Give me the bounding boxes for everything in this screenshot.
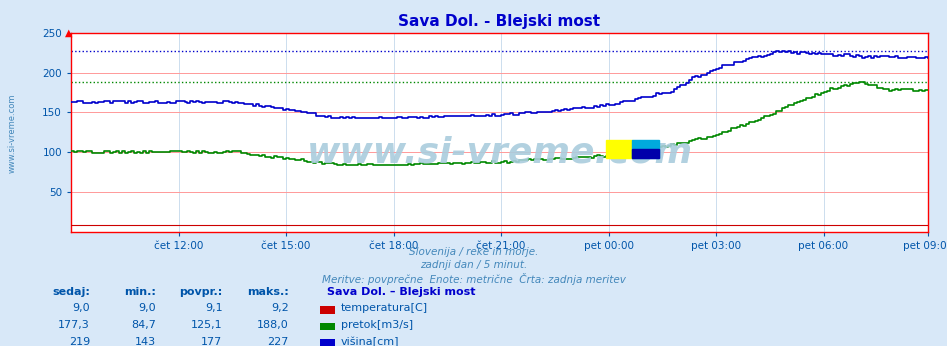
- Text: temperatura[C]: temperatura[C]: [341, 303, 428, 313]
- Text: min.:: min.:: [124, 287, 156, 297]
- Text: 9,0: 9,0: [72, 303, 90, 313]
- Text: 9,0: 9,0: [138, 303, 156, 313]
- Bar: [633, 140, 659, 158]
- Title: Sava Dol. - Blejski most: Sava Dol. - Blejski most: [399, 14, 600, 29]
- Text: povpr.:: povpr.:: [179, 287, 223, 297]
- Text: 9,1: 9,1: [205, 303, 223, 313]
- Text: sedaj:: sedaj:: [52, 287, 90, 297]
- Text: višina[cm]: višina[cm]: [341, 336, 400, 346]
- Text: 84,7: 84,7: [132, 320, 156, 330]
- Text: Meritve: povprečne  Enote: metrične  Črta: zadnja meritev: Meritve: povprečne Enote: metrične Črta:…: [322, 273, 625, 285]
- Text: 125,1: 125,1: [191, 320, 223, 330]
- Bar: [633, 149, 659, 158]
- Text: 177,3: 177,3: [58, 320, 90, 330]
- Text: ▲: ▲: [65, 28, 73, 38]
- Text: 177: 177: [202, 337, 223, 346]
- Text: 143: 143: [135, 337, 156, 346]
- Text: 188,0: 188,0: [257, 320, 289, 330]
- Text: pretok[m3/s]: pretok[m3/s]: [341, 320, 413, 330]
- Bar: [605, 140, 633, 158]
- Text: 227: 227: [267, 337, 289, 346]
- Text: www.si-vreme.com: www.si-vreme.com: [8, 93, 17, 173]
- Text: www.si-vreme.com: www.si-vreme.com: [307, 135, 692, 169]
- Text: Slovenija / reke in morje.: Slovenija / reke in morje.: [409, 247, 538, 257]
- Text: 219: 219: [69, 337, 90, 346]
- Text: Sava Dol. – Blejski most: Sava Dol. – Blejski most: [327, 287, 475, 297]
- Text: maks.:: maks.:: [247, 287, 289, 297]
- Text: 9,2: 9,2: [271, 303, 289, 313]
- Text: zadnji dan / 5 minut.: zadnji dan / 5 minut.: [420, 260, 527, 270]
